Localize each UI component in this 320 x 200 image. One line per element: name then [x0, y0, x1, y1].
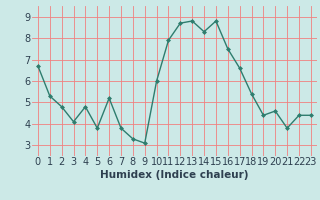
X-axis label: Humidex (Indice chaleur): Humidex (Indice chaleur): [100, 170, 249, 180]
